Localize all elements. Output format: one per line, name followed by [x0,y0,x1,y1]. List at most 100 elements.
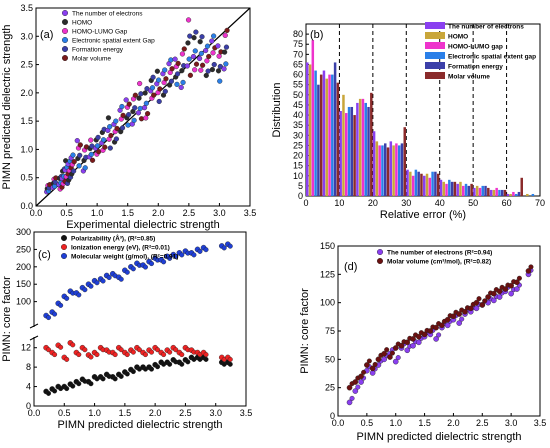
histogram-bar [319,74,323,196]
y-tick-label: 50 [325,354,335,364]
data-point [118,373,124,379]
y-tick-label: 10 [293,171,303,181]
data-point [132,105,138,111]
y-tick-label: 5 [298,181,303,191]
data-point [392,345,399,351]
legend: The number of electrons (R²=0.94) Molar v… [377,248,492,266]
x-tick-label: 70 [535,198,545,208]
data-point [193,61,200,67]
data-point [130,349,136,355]
histogram-bar [350,106,354,196]
data-point [209,38,215,44]
data-point [112,376,118,382]
data-point [185,359,191,365]
legend-label: Molar volume (cm³/mol), (R²=0.82) [387,259,491,266]
histogram-bar [462,185,465,196]
x-tick-label: 0.5 [58,408,71,418]
data-point [88,283,94,289]
data-point [433,324,439,331]
data-point [131,117,137,123]
data-point [186,56,192,62]
data-point [410,336,416,342]
data-point [479,302,486,308]
histogram-bar [361,98,365,196]
histogram-bar [428,177,432,196]
data-point [192,48,198,54]
data-point [151,92,157,98]
panel-label: (d) [344,261,357,273]
histogram-bar [406,169,409,196]
x-tick-label: 1.0 [389,418,402,428]
data-point [203,352,209,358]
data-point [162,88,168,94]
data-point [369,365,376,372]
legend: The number of electrons HOMO HOMO-LUMO Gap… [62,9,155,63]
data-point [157,86,163,92]
x-axis-label: Relative error (%) [380,209,466,221]
data-point [136,347,142,353]
data-point [199,34,205,40]
legend-marker [62,46,69,53]
data-point [161,259,167,265]
legend-swatch [425,32,445,39]
legend-swatch [425,72,445,79]
legend-label: The number of electrons (R²=0.94) [387,250,492,257]
y-tick-label: 55 [293,80,303,90]
axis-break-mark [29,335,39,341]
data-point [197,39,203,45]
histogram-bar [464,183,468,196]
data-point [118,347,124,353]
panel-b: 0 10 20 30 40 50 60 700510152025303540455055606… [271,22,545,221]
legend-marker [61,252,68,259]
data-point [126,101,132,107]
data-point [155,77,162,83]
data-point [52,388,58,394]
y-tick-label: 12 [21,343,31,353]
data-point [482,298,488,304]
y-tick-label: 25 [293,140,303,150]
data-point [154,68,160,74]
histogram-bar [306,62,309,197]
histogram-bar [414,169,418,196]
y-tick-label: 35 [293,120,303,130]
histogram-bar [347,106,351,196]
data-point [179,68,185,74]
data-point [473,305,480,312]
data-point [172,56,178,62]
histogram-bar [517,191,521,196]
x-tick-label: 3.5 [240,408,253,418]
histogram-bar [358,98,362,196]
data-point [473,299,480,306]
data-point [179,361,185,367]
legend-label: Polarizability (Å³), (R²=0.85) [71,234,155,243]
data-point [404,339,411,346]
histogram-bar [434,171,437,196]
y-axis-label: PIMN predicted dielectric strength [1,24,13,189]
data-point [155,347,161,353]
data-point [491,297,497,304]
legend-label: Electronic spatial extent gap [448,54,536,61]
legend-label: Electronic spatial extent Gap [72,38,155,45]
data-point [361,369,367,375]
data-point [204,43,211,49]
data-point [346,399,353,406]
legend-label: Formation energy [72,47,124,54]
histogram-bar [331,74,334,196]
data-point [76,381,82,387]
y-tick-label: 150 [16,279,31,289]
histogram-bar [425,173,429,196]
data-point [384,347,390,353]
histogram-bar [328,74,331,196]
data-point [217,78,223,84]
legend-marker [62,37,69,44]
data-point [179,252,185,258]
data-point [372,361,378,367]
data-point [196,55,203,62]
data-point [88,137,94,143]
histogram-bar [423,175,426,196]
histogram-bar [495,187,498,196]
data-point [227,243,233,249]
x-tick-label: 2.5 [183,208,196,218]
histogram-bar [378,145,381,196]
histogram-bar [372,131,376,196]
